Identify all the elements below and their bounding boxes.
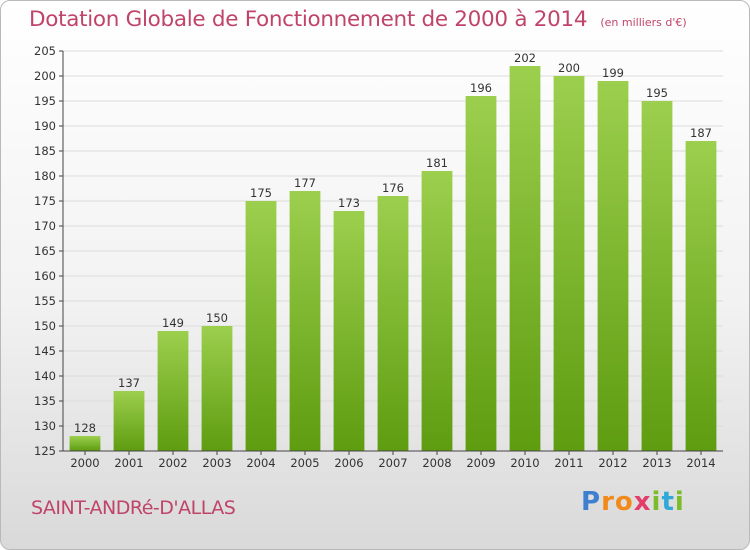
bar-value-label: 176: [382, 181, 404, 195]
bar-value-label: 175: [250, 186, 272, 200]
x-tick-label: 2012: [598, 456, 627, 470]
x-tick-label: 2000: [70, 456, 99, 470]
bar-2000: [69, 436, 101, 451]
bar-value-label: 181: [426, 156, 448, 170]
bar-2012: [597, 81, 629, 451]
y-tick-label: 140: [34, 369, 56, 383]
proxiti-logo: Proxiti: [581, 487, 685, 517]
bar-2003: [201, 326, 233, 451]
x-tick-label: 2004: [246, 456, 275, 470]
x-tick-label: 2001: [114, 456, 143, 470]
bar-2009: [465, 96, 497, 451]
y-tick-label: 170: [34, 219, 56, 233]
unit-label: (en milliers d'€): [600, 16, 687, 29]
bar-2011: [553, 76, 585, 451]
bar-2007: [377, 196, 409, 451]
bar-value-label: 137: [118, 376, 140, 390]
bar-value-label: 173: [338, 196, 360, 210]
bar-value-label: 202: [514, 51, 536, 65]
bar-value-label: 177: [294, 176, 316, 190]
bar-2001: [113, 391, 145, 451]
logo-letter: r: [601, 487, 615, 517]
bar-value-label: 195: [646, 86, 668, 100]
bar-value-label: 199: [602, 66, 624, 80]
y-tick-label: 150: [34, 319, 56, 333]
x-tick-label: 2008: [422, 456, 451, 470]
x-tick-label: 2007: [378, 456, 407, 470]
x-tick-label: 2006: [334, 456, 363, 470]
bar-2010: [509, 66, 541, 451]
bar-2005: [289, 191, 321, 451]
y-tick-label: 125: [34, 444, 56, 458]
bar-2013: [641, 101, 673, 451]
logo-letter: P: [581, 487, 602, 517]
y-tick-label: 155: [34, 294, 56, 308]
bar-value-label: 187: [690, 126, 712, 140]
bar-2006: [333, 211, 365, 451]
bar-value-label: 196: [470, 81, 492, 95]
y-tick-label: 145: [34, 344, 56, 358]
y-tick-label: 180: [34, 169, 56, 183]
y-tick-label: 200: [34, 69, 56, 83]
town-name: SAINT-ANDRé-D'ALLAS: [31, 497, 236, 519]
bar-value-label: 149: [162, 316, 184, 330]
x-tick-label: 2014: [686, 456, 715, 470]
bar-2014: [685, 141, 717, 451]
x-tick-label: 2013: [642, 456, 671, 470]
y-tick-label: 130: [34, 419, 56, 433]
y-tick-label: 175: [34, 194, 56, 208]
x-tick-label: 2011: [554, 456, 583, 470]
bar-2002: [157, 331, 189, 451]
x-tick-label: 2005: [290, 456, 319, 470]
chart-title: Dotation Globale de Fonctionnement de 20…: [29, 7, 588, 32]
x-tick-label: 2010: [510, 456, 539, 470]
bar-value-label: 150: [206, 311, 228, 325]
bar-value-label: 200: [558, 61, 580, 75]
y-tick-label: 190: [34, 119, 56, 133]
y-tick-label: 135: [34, 394, 56, 408]
bar-2004: [245, 201, 277, 451]
logo-letter: x: [633, 487, 652, 517]
bar-value-label: 128: [74, 421, 96, 435]
y-tick-label: 195: [34, 94, 56, 108]
logo-letter: i: [674, 487, 685, 517]
chart-title-block: Dotation Globale de Fonctionnement de 20…: [29, 7, 687, 32]
y-tick-label: 205: [34, 44, 56, 58]
y-tick-label: 185: [34, 144, 56, 158]
logo-letter: o: [614, 487, 634, 517]
x-tick-label: 2009: [466, 456, 495, 470]
bar-2008: [421, 171, 453, 451]
y-tick-label: 160: [34, 269, 56, 283]
logo-letter: i: [651, 487, 662, 517]
x-tick-label: 2003: [202, 456, 231, 470]
x-tick-label: 2002: [158, 456, 187, 470]
y-tick-label: 165: [34, 244, 56, 258]
logo-letter: t: [661, 487, 675, 517]
